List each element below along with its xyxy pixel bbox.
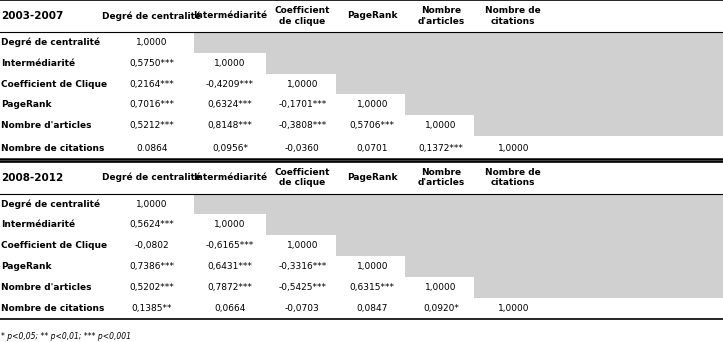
Bar xyxy=(405,256,474,277)
Bar xyxy=(474,214,723,235)
Text: -0,1701***: -0,1701*** xyxy=(278,101,326,109)
Text: 0,5212***: 0,5212*** xyxy=(129,121,174,130)
Bar xyxy=(336,194,405,214)
Text: 1,0000: 1,0000 xyxy=(497,304,529,313)
Text: Degré de centralité: Degré de centralité xyxy=(102,173,202,182)
Text: Coefficient
de clique: Coefficient de clique xyxy=(275,6,330,26)
Bar xyxy=(336,32,405,53)
Text: Nombre de
citations: Nombre de citations xyxy=(485,6,542,26)
Bar xyxy=(405,194,474,214)
Text: -0,0360: -0,0360 xyxy=(285,144,320,154)
Text: * p<0,05; ** p<0,01; *** p<0,001: * p<0,05; ** p<0,01; *** p<0,001 xyxy=(1,332,132,341)
Text: Intermédiarité: Intermédiarité xyxy=(193,173,267,182)
Text: Nombre de citations: Nombre de citations xyxy=(1,144,105,154)
Bar xyxy=(474,32,723,53)
Text: 2003-2007: 2003-2007 xyxy=(1,11,64,21)
Text: -0,3316***: -0,3316*** xyxy=(278,262,326,271)
Text: Intermédiarité: Intermédiarité xyxy=(1,220,76,229)
Text: 0,1385**: 0,1385** xyxy=(132,304,172,313)
Text: 1,0000: 1,0000 xyxy=(286,80,318,89)
Text: 0,0956*: 0,0956* xyxy=(212,144,248,154)
Bar xyxy=(266,32,336,53)
Bar xyxy=(336,214,405,235)
Text: 0,7386***: 0,7386*** xyxy=(129,262,174,271)
Text: 0,6431***: 0,6431*** xyxy=(208,262,252,271)
Bar xyxy=(266,214,336,235)
Bar xyxy=(336,235,405,256)
Bar xyxy=(405,74,474,94)
Text: 1,0000: 1,0000 xyxy=(136,199,168,209)
Text: 0,5202***: 0,5202*** xyxy=(129,283,174,292)
Text: 0,1372***: 0,1372*** xyxy=(419,144,463,154)
Text: Coefficient de Clique: Coefficient de Clique xyxy=(1,241,108,250)
Text: 0,6324***: 0,6324*** xyxy=(208,101,252,109)
Bar xyxy=(474,194,723,214)
Bar xyxy=(266,194,336,214)
Text: 2008-2012: 2008-2012 xyxy=(1,173,64,183)
Text: -0,4209***: -0,4209*** xyxy=(206,80,254,89)
Text: 0,0664: 0,0664 xyxy=(214,304,246,313)
Text: 1,0000: 1,0000 xyxy=(214,59,246,68)
Text: 0,8148***: 0,8148*** xyxy=(208,121,252,130)
Bar xyxy=(336,53,405,74)
Text: 0,7016***: 0,7016*** xyxy=(129,101,174,109)
Text: Degré de centralité: Degré de centralité xyxy=(1,38,100,47)
Text: Nombre
d'articles: Nombre d'articles xyxy=(417,6,465,26)
Bar xyxy=(474,256,723,277)
Text: PageRank: PageRank xyxy=(347,12,398,21)
Text: Nombre
d'articles: Nombre d'articles xyxy=(417,168,465,187)
Text: 0,5624***: 0,5624*** xyxy=(129,220,174,229)
Text: 0,0920*: 0,0920* xyxy=(423,304,459,313)
Text: 0,6315***: 0,6315*** xyxy=(350,283,395,292)
Text: 1,0000: 1,0000 xyxy=(425,283,457,292)
Text: 1,0000: 1,0000 xyxy=(356,262,388,271)
Bar xyxy=(405,94,474,115)
Text: 1,0000: 1,0000 xyxy=(136,38,168,47)
Text: 1,0000: 1,0000 xyxy=(286,241,318,250)
Bar xyxy=(194,32,266,53)
Text: Nombre d'articles: Nombre d'articles xyxy=(1,283,92,292)
Bar xyxy=(405,32,474,53)
Text: Nombre d'articles: Nombre d'articles xyxy=(1,121,92,130)
Text: Intermédiarité: Intermédiarité xyxy=(1,59,76,68)
Text: -0,5425***: -0,5425*** xyxy=(278,283,326,292)
Text: Degré de centralité: Degré de centralité xyxy=(102,11,202,21)
Text: Coefficient
de clique: Coefficient de clique xyxy=(275,168,330,187)
Bar xyxy=(194,194,266,214)
Text: PageRank: PageRank xyxy=(1,101,52,109)
Text: -0,6165***: -0,6165*** xyxy=(206,241,254,250)
Text: Intermédiarité: Intermédiarité xyxy=(193,12,267,21)
Text: 1,0000: 1,0000 xyxy=(214,220,246,229)
Text: 1,0000: 1,0000 xyxy=(425,121,457,130)
Text: 0.0864: 0.0864 xyxy=(136,144,168,154)
Text: PageRank: PageRank xyxy=(347,173,398,182)
Bar xyxy=(474,277,723,298)
Text: 0,0847: 0,0847 xyxy=(356,304,388,313)
Text: Degré de centralité: Degré de centralité xyxy=(1,199,100,209)
Bar xyxy=(405,235,474,256)
Text: Coefficient de Clique: Coefficient de Clique xyxy=(1,80,108,89)
Text: 1,0000: 1,0000 xyxy=(356,101,388,109)
Bar xyxy=(266,53,336,74)
Text: -0,0703: -0,0703 xyxy=(285,304,320,313)
Bar xyxy=(405,214,474,235)
Bar xyxy=(336,74,405,94)
Text: -0,3808***: -0,3808*** xyxy=(278,121,326,130)
Text: Nombre de
citations: Nombre de citations xyxy=(485,168,542,187)
Text: 0,5750***: 0,5750*** xyxy=(129,59,174,68)
Text: 0,2164***: 0,2164*** xyxy=(129,80,174,89)
Text: 1,0000: 1,0000 xyxy=(497,144,529,154)
Bar xyxy=(405,53,474,74)
Text: Nombre de citations: Nombre de citations xyxy=(1,304,105,313)
Bar xyxy=(474,94,723,115)
Text: -0,0802: -0,0802 xyxy=(134,241,169,250)
Text: 0,5706***: 0,5706*** xyxy=(350,121,395,130)
Text: 0,0701: 0,0701 xyxy=(356,144,388,154)
Bar xyxy=(474,115,723,136)
Bar xyxy=(474,235,723,256)
Bar xyxy=(474,53,723,74)
Bar xyxy=(474,74,723,94)
Text: PageRank: PageRank xyxy=(1,262,52,271)
Text: 0,7872***: 0,7872*** xyxy=(208,283,252,292)
